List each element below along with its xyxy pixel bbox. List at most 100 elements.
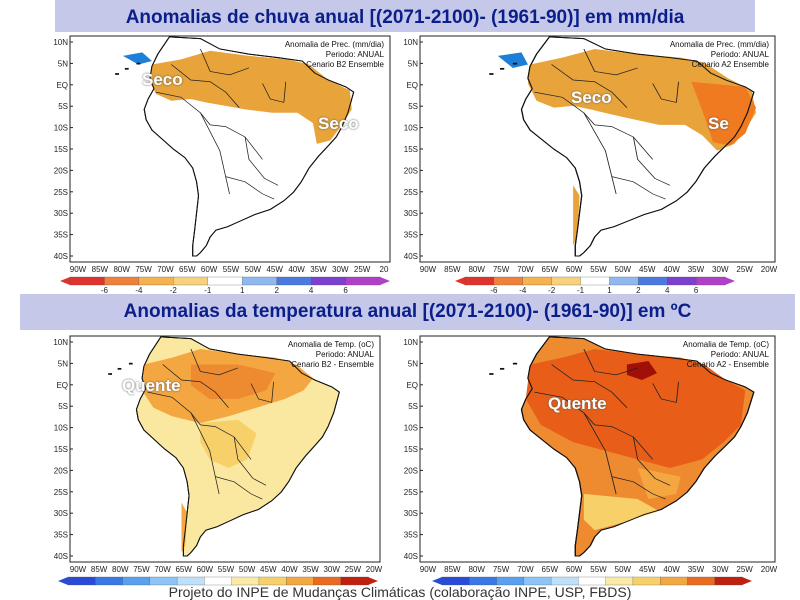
colorbar-arrow-right: [725, 277, 735, 285]
country-border: [632, 436, 671, 486]
country-border: [244, 136, 279, 186]
latitude-tick-label: EQ: [56, 81, 68, 90]
map-caption-line: Anomalia de Prec. (mm/dia): [670, 40, 769, 49]
longitude-tick-label: 25W: [345, 565, 362, 574]
colorbar-tick-label: -4: [135, 286, 143, 294]
country-border: [200, 48, 250, 76]
colorbar-swatch: [104, 276, 140, 286]
country-border: [233, 436, 267, 486]
country-border: [594, 124, 654, 160]
latitude-tick-label: 10N: [53, 38, 68, 47]
colorbar-tick-label: 1: [240, 286, 245, 294]
longitude-tick-label: 65W: [542, 265, 559, 274]
longitude-tick-label: 30W: [712, 565, 729, 574]
colorbar-swatch: [276, 276, 312, 286]
longitude-tick-label: 55W: [590, 565, 607, 574]
country-border: [652, 83, 677, 103]
latitude-tick-label: 30S: [54, 509, 68, 518]
longitude-tick-label: 80W: [112, 565, 129, 574]
colorbar-swatch: [69, 276, 106, 286]
colorbar-arrow-left: [60, 277, 70, 285]
anomaly-region: [181, 502, 188, 553]
longitude-tick-label: 35W: [688, 565, 705, 574]
longitude-tick-label: 75W: [135, 265, 152, 274]
longitude-tick-label: 40W: [663, 265, 680, 274]
longitude-tick-label: 60W: [201, 265, 218, 274]
map-caption-line: Anomalia de Temp. (oC): [683, 340, 769, 349]
colorbar-tick-label: -4: [519, 286, 527, 294]
longitude-tick-label: 60W: [197, 565, 214, 574]
longitude-tick-label: 20W: [366, 565, 383, 574]
country-border: [675, 81, 679, 103]
colorbar-swatch: [345, 276, 381, 286]
longitude-tick-label: 60W: [566, 565, 583, 574]
colorbar-tick-label: -2: [548, 286, 556, 294]
country-border: [147, 391, 201, 426]
longitude-tick-label: 40W: [663, 565, 680, 574]
colorbar-swatch: [310, 276, 347, 286]
longitude-tick-label: 65W: [542, 565, 559, 574]
map-caption-line: Cenario A2 Ensemble: [692, 60, 770, 69]
latitude-tick-label: 40S: [54, 552, 68, 561]
longitude-tick-label: 55W: [590, 265, 607, 274]
anomaly-region: [525, 348, 746, 469]
longitude-tick-label: 90W: [420, 265, 437, 274]
dry-label-b2-east: Seco: [318, 114, 359, 133]
latitude-tick-label: 10S: [54, 424, 68, 433]
country-border: [583, 412, 617, 494]
latitude-tick-label: 40S: [54, 252, 68, 261]
colorbar-arrow-left: [455, 277, 465, 285]
colorbar-swatch: [695, 276, 726, 286]
longitude-tick-label: 80W: [468, 565, 485, 574]
map-caption-line: Periodo: ANUAL: [711, 350, 770, 359]
latitude-tick-label: EQ: [406, 81, 418, 90]
latitude-tick-label: 5N: [408, 59, 418, 68]
warm-label-b2: Quente: [122, 376, 181, 395]
longitude-tick-label: 85W: [444, 565, 461, 574]
latitude-tick-label: EQ: [406, 381, 418, 390]
colorbar-tick-label: -6: [101, 286, 109, 294]
anomaly-region: [150, 50, 352, 144]
map-caption-line: Cenario B2 - Ensemble: [291, 360, 374, 369]
precip-section-title: Anomalias de chuva anual [(2071-2100)- (…: [55, 0, 755, 36]
country-border: [200, 112, 230, 194]
longitude-tick-label: 80W: [468, 265, 485, 274]
country-border: [190, 348, 239, 376]
colorbar-swatch: [667, 276, 697, 286]
latitude-tick-label: 20S: [404, 466, 418, 475]
longitude-tick-label: 35W: [310, 265, 327, 274]
country-border: [215, 476, 263, 500]
map-caption-line: Cenario A2 - Ensemble: [687, 360, 770, 369]
longitude-tick-label: 90W: [420, 565, 437, 574]
latitude-tick-label: 5N: [408, 359, 418, 368]
temp-section-title: Anomalias da temperatura anual [(2071-21…: [20, 294, 795, 330]
colorbar-swatch: [580, 276, 611, 286]
dry-label-a2-north: Seco: [571, 88, 612, 107]
latitude-tick-label: 5N: [58, 59, 68, 68]
colorbar-tick-label: 4: [665, 286, 670, 294]
latitude-tick-label: 10N: [403, 338, 418, 347]
colorbar-tick-label: 2: [274, 286, 279, 294]
longitude-tick-label: 45W: [639, 265, 656, 274]
colorbar-swatch: [609, 276, 639, 286]
longitude-tick-label: 25W: [354, 265, 371, 274]
map-caption-line: Anomalia de Prec. (mm/dia): [285, 40, 384, 49]
precip-colorbar-b2: -6 -4 -2 -1 1 2 4 6: [60, 276, 390, 294]
longitude-tick-label: 65W: [175, 565, 192, 574]
precip-map-a2: 10N 5N EQ 5S 10S 15S 20S 25S 30S 35S 40S 90W 85W 80W 7…: [398, 32, 783, 277]
latitude-tick-label: 15S: [54, 145, 68, 154]
colorbar-swatch: [493, 276, 524, 286]
longitude-tick-label: 50W: [615, 565, 632, 574]
longitude-tick-label: 55W: [218, 565, 235, 574]
colorbar-tick-label: 4: [309, 286, 314, 294]
longitude-tick-label: 45W: [266, 265, 283, 274]
map-caption-line: Periodo: ANUAL: [711, 50, 770, 59]
latitude-tick-label: 10S: [404, 124, 418, 133]
colorbar-swatch: [207, 276, 243, 286]
latitude-tick-label: 35S: [404, 531, 418, 540]
anomaly-region: [527, 48, 756, 151]
anomaly-region: [691, 81, 756, 146]
country-border: [594, 424, 654, 460]
longitude-tick-label: 85W: [91, 565, 108, 574]
longitude-tick-label: 35W: [688, 265, 705, 274]
